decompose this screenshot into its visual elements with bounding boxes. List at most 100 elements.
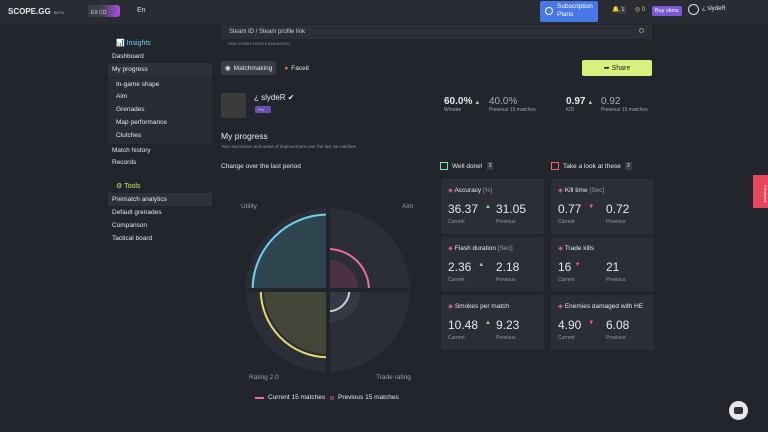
search-icon[interactable] [639,28,644,33]
current-value: 4.90 [558,318,582,332]
share-icon: ➦ [603,65,612,72]
title-text: Kill time [564,187,588,194]
top-header: SCOPE.GG BETA EX CO En Subscription Plans… [0,0,768,24]
tab-label: Faceit [291,64,309,72]
buy-skins-button[interactable]: Buy skins [652,6,682,16]
metric-card[interactable]: ◈ Flash duration [Sec] 2.36 ▲ 2.18 Curre… [441,237,544,292]
sidebar-item-default-grenades[interactable]: Default grenades [112,208,162,216]
previous-label: Previous [606,335,626,341]
notifications-button[interactable]: 🔔 1 [612,6,627,14]
sidebar-item-clutches[interactable]: Clutches [116,131,142,139]
previous-bar-trade-rating [328,290,361,323]
logo[interactable]: SCOPE.GG BETA [8,7,64,16]
legend-current: Current 15 matches [255,394,325,401]
current-arc-aim [327,248,370,291]
previous-label: Previous [496,277,516,283]
kpi-kd: 0.97 ▲ K/D [566,96,593,113]
quadrant-bg [328,290,410,372]
up-arrow-icon: ▲ [485,204,491,210]
sidebar-item-in-game-shape[interactable]: In-game shape [116,80,160,88]
sidebar-item-match-history[interactable]: Match history [112,146,151,154]
current-label: Current [558,219,575,225]
subscription-button[interactable]: Subscription Plans [540,1,598,22]
up-arrow-icon: ▲ [474,100,481,106]
chat-button[interactable] [729,401,748,420]
pro-badge: Pro [255,106,271,113]
sidebar-item-prematch[interactable]: Prematch analytics [108,193,212,206]
kpi-kd-prev: 0.92 Previous 15 matches [601,96,648,113]
sidebar-item-dashboard[interactable]: Dashboard [112,53,144,60]
metric-card[interactable]: ◈ Smokes per match 10.48 ▲ 9.23 Current … [441,295,544,350]
sidebar-item-my-progress[interactable]: My progress [108,62,212,76]
legend-line [255,396,264,399]
sidebar-item-map-performance[interactable]: Map performance [116,118,167,126]
metric-card[interactable]: ◈ Enemies damaged with HE 4.90 ▼ 6.08 Cu… [551,295,654,350]
up-arrow-icon: ▲ [478,262,485,268]
metric-card[interactable]: ◈ Accuracy [%] 36.37 ▲ 31.05 Current Pre… [441,179,544,234]
label-rating: Rating 2.0 [249,374,279,381]
label-trade-rating: Trade rating [376,374,411,381]
check-icon [440,162,448,170]
title-text: Smokes per match [454,303,509,310]
previous-value: 21 [606,260,620,274]
sidebar-item-comparison[interactable]: Comparison [112,221,148,229]
kpi-label: K/D [566,107,575,113]
subscription-label: Subscription Plans [557,3,593,18]
sidebar-item-tactical-board[interactable]: Tactical board [112,234,153,242]
sidebar-item-records[interactable]: Records [112,159,137,167]
label-aim: Aim [402,203,414,210]
notif-count: 1 [619,6,627,14]
look-header: Take a look at these 3 [551,162,632,170]
coin-count: 0 [641,7,646,13]
current-arc-utility [251,213,329,291]
metric-icon: ◈ [448,303,455,310]
kpi-label: Winrate [444,107,462,113]
sidebar-section-insights: 📊 Insights [116,40,151,47]
unit-text: [Sec] [497,245,513,252]
language-select[interactable]: En [137,7,146,14]
feedback-tab[interactable]: Feedback [753,175,768,208]
card-title: ◈ Accuracy [%] [448,186,492,194]
promo-banner[interactable]: EX CO [88,5,120,17]
previous-value: 2.18 [496,260,520,274]
metric-card[interactable]: ◈ Kill time [Sec] 0.77 ▼ 0.72 Current Pr… [551,179,654,234]
search-placeholder: Steam ID / Steam profile link [229,29,306,35]
share-button[interactable]: ➦ Share [582,60,652,76]
faceit-icon: ● [284,64,289,72]
sidebar-section-tools: ⚙ Tools [116,183,141,191]
title-text: Flash duration [454,245,497,252]
metric-card[interactable]: ◈ Trade kills 16 ▼ 21 Current Previous [551,237,654,292]
kpi-prev: 0.92 [601,96,621,107]
up-arrow-icon: ▲ [485,320,491,326]
tab-matchmaking[interactable]: ◉ Matchmaking [221,61,277,75]
kpi-prev-label: Previous 15 matches [489,107,536,113]
tab-faceit[interactable]: ● Faceit [280,61,313,75]
section-label: Insights [126,40,151,47]
user-avatar[interactable] [688,4,699,15]
beta-label: BETA [53,10,65,15]
previous-label: Previous [496,219,516,225]
chart-title: Change over the last period [221,163,301,170]
header-label: Well done! [452,162,483,170]
search-input[interactable]: Steam ID / Steam profile link [221,25,652,39]
previous-bar-rating-2-0 [264,290,328,354]
matchmaking-icon: ◉ [225,65,231,72]
page-title: My progress [221,131,268,141]
sidebar-item-aim[interactable]: Aim [116,93,128,101]
current-label: Current [448,277,465,283]
current-value: 0.77 [558,202,582,216]
well-done-header: Well done! 3 [440,162,494,170]
unit-text: [%] [483,187,493,194]
coins: ◎ 0 [635,7,646,13]
previous-bar-aim [328,259,359,290]
card-title: ◈ Flash duration [Sec] [448,244,513,252]
current-value: 10.48 [448,318,479,332]
quadrant-bg [328,208,410,290]
title-text: Trade kills [564,245,595,252]
current-value: 16 [558,260,572,274]
previous-label: Previous [606,277,626,283]
card-title: ◈ Smokes per match [448,302,509,310]
sidebar-item-grenades[interactable]: Grenades [116,106,145,114]
user-name[interactable]: ¿ slydeR [702,6,726,12]
current-label: Current [448,219,465,225]
